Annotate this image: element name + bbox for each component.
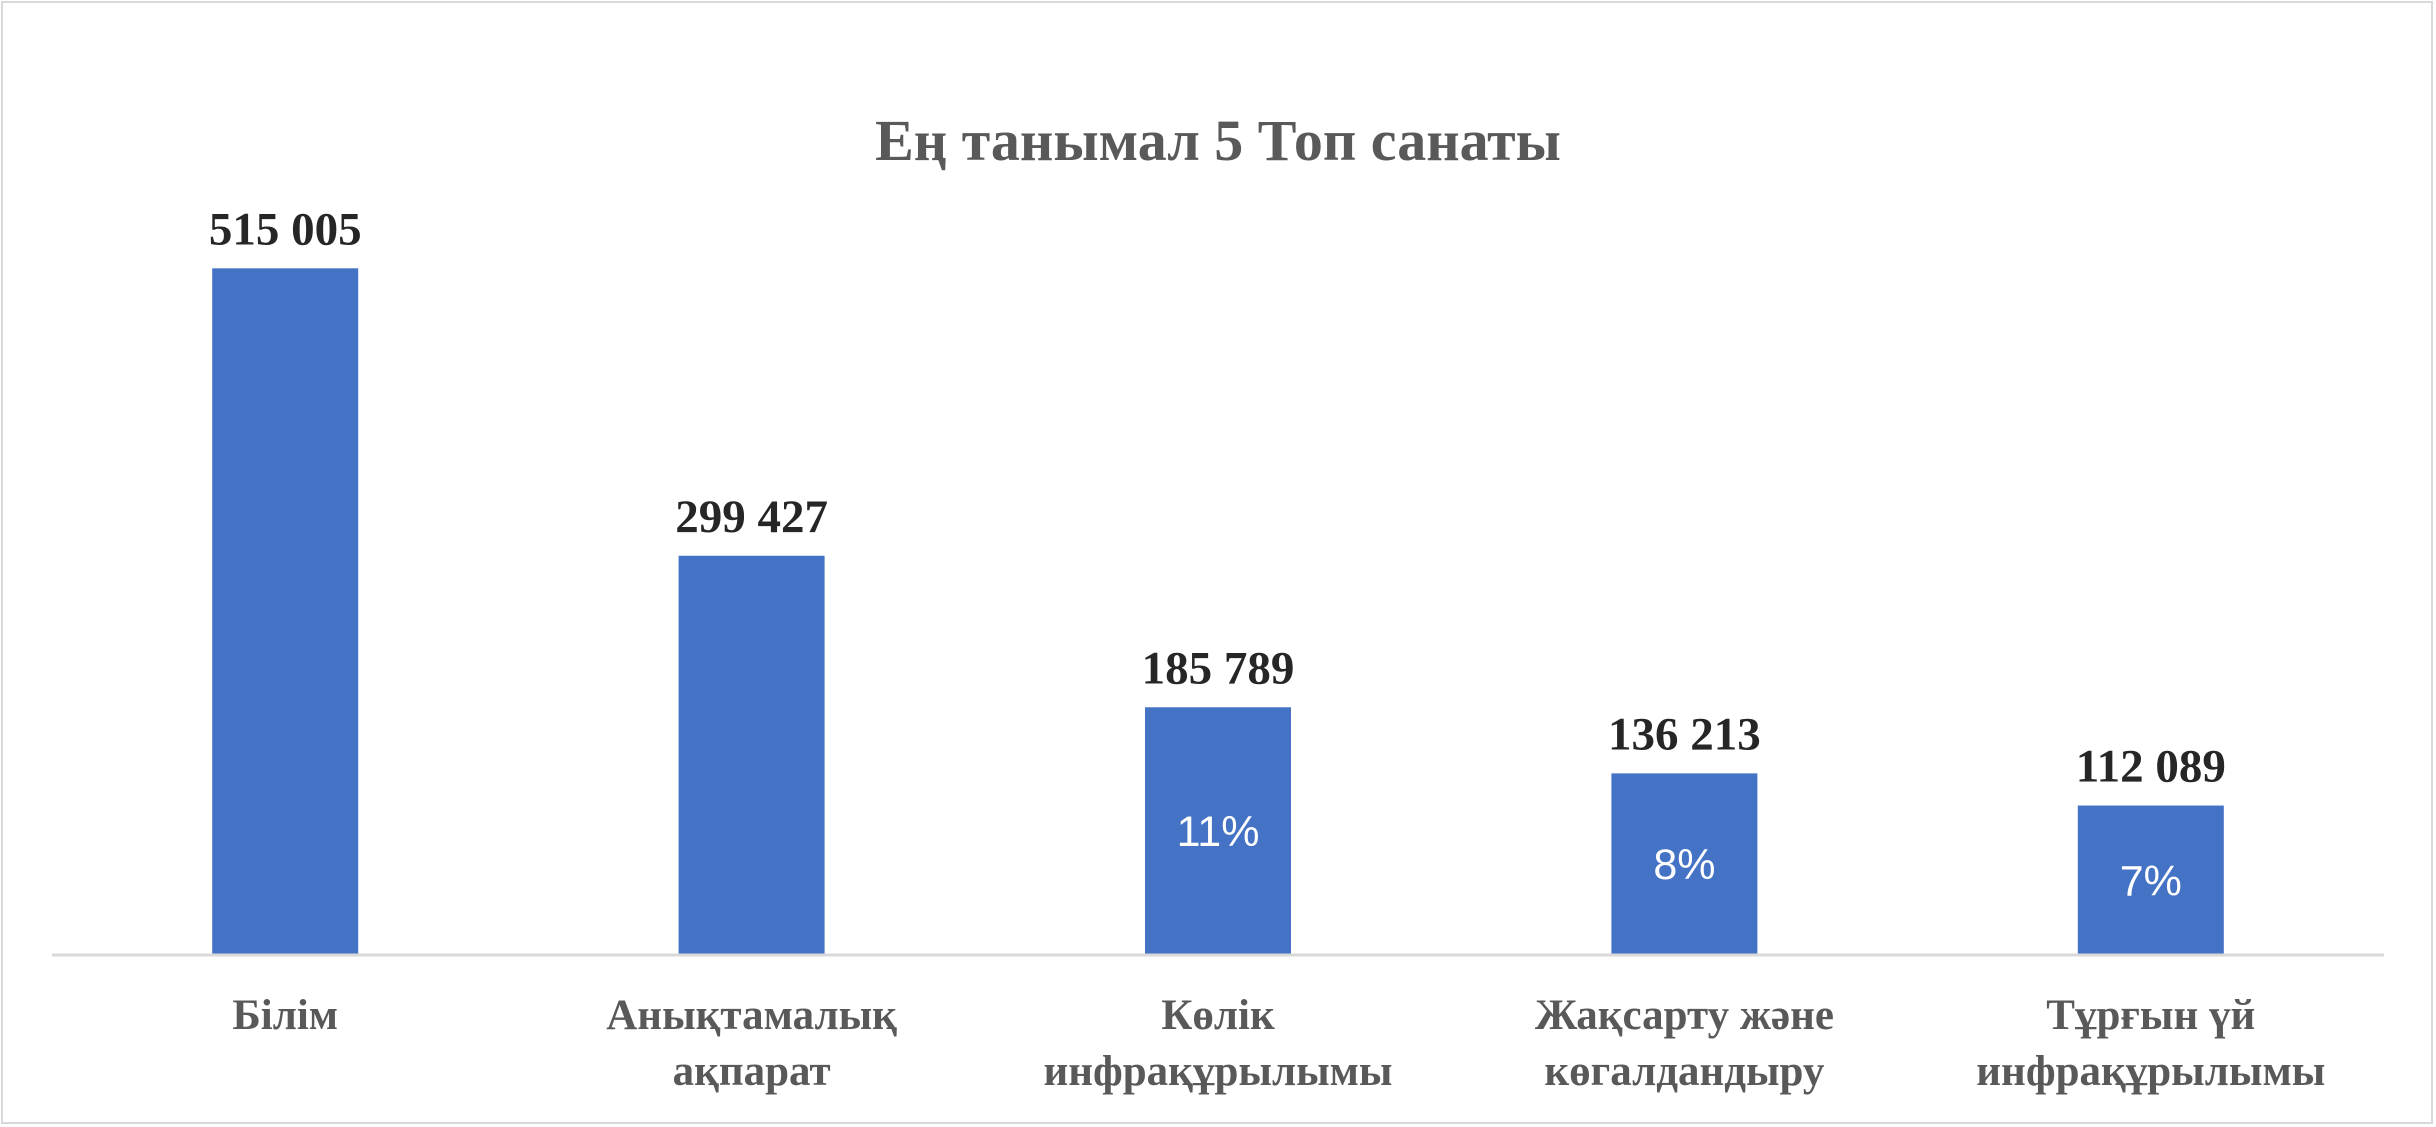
data-label: 136 213	[1608, 708, 1761, 760]
data-label: 299 427	[675, 491, 828, 543]
category-tick-label: көгалдандыру	[1544, 1048, 1825, 1095]
bar	[212, 268, 359, 955]
data-label: 185 789	[1142, 642, 1295, 694]
data-label: 515 005	[209, 203, 362, 255]
labels-layer: 515 005 Білім 299 427 Анықтамалық ақпарат 185…	[209, 203, 2325, 1095]
bar	[2077, 805, 2224, 955]
bars-layer	[212, 268, 2224, 955]
percent-label: 11%	[1177, 808, 1260, 856]
data-label: 112 089	[2076, 741, 2226, 793]
bar	[1145, 707, 1291, 955]
category-tick-label: Көлік	[1161, 992, 1275, 1039]
bar	[1611, 773, 1758, 955]
percent-label: 8%	[1653, 841, 1715, 889]
category-tick-label: ақпарат	[673, 1048, 831, 1095]
category-tick-label: Анықтамалық	[606, 992, 897, 1039]
category-tick-label: Білім	[232, 992, 338, 1039]
category-tick-label: Тұрғын үй	[2046, 992, 2255, 1039]
category-tick-label: инфрақұрылымы	[1976, 1048, 2325, 1095]
category-tick-label: инфрақұрылымы	[1043, 1048, 1392, 1095]
percent-label: 7%	[2120, 857, 2182, 905]
category-tick-label: Жақсарту және	[1535, 992, 1834, 1039]
chart-title: Ең танымал 5 Топ санаты	[875, 108, 1561, 173]
bar	[678, 555, 825, 955]
